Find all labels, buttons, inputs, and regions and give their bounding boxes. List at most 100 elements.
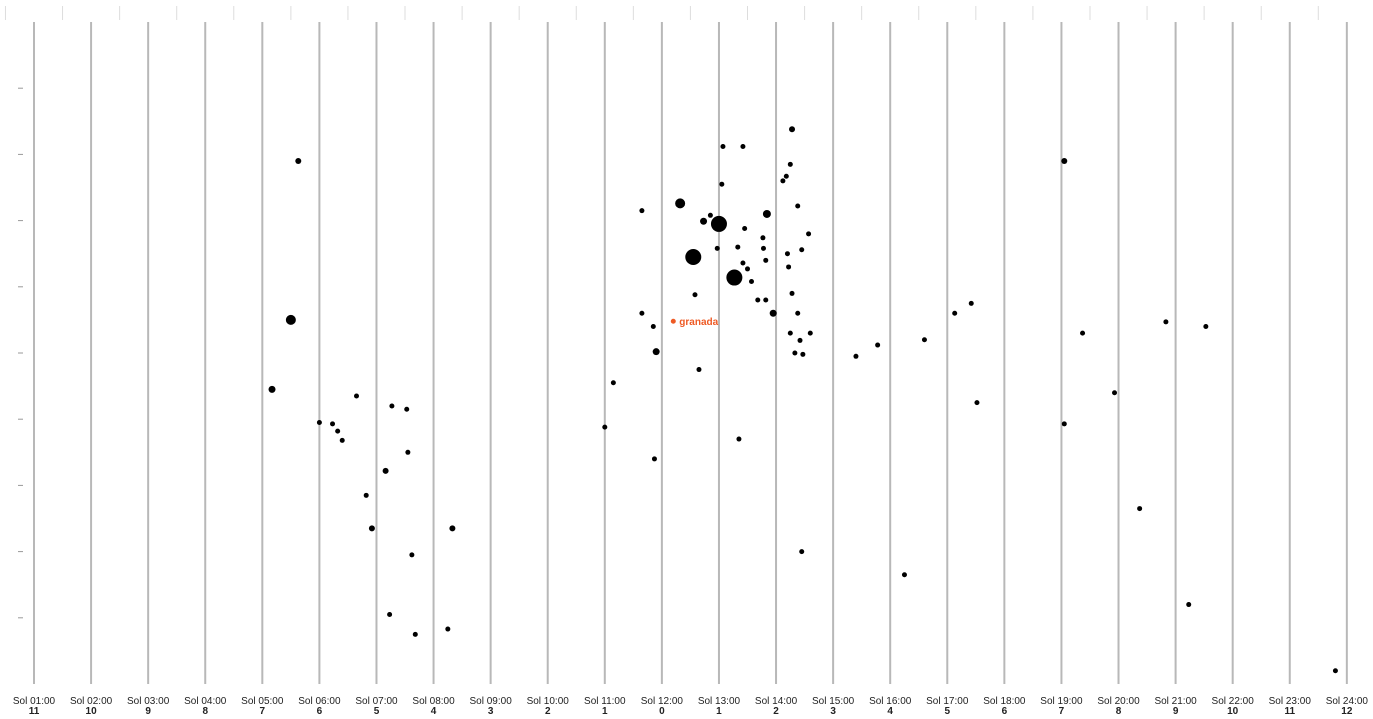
- data-point: [789, 290, 795, 296]
- x-tick-offset: 11: [29, 706, 40, 717]
- data-point: [339, 437, 345, 443]
- x-tick-label: Sol 21:00: [1154, 696, 1197, 707]
- x-tick-label: Sol 18:00: [983, 696, 1026, 707]
- data-point: [740, 143, 746, 149]
- x-tick-offset: 7: [260, 706, 266, 717]
- data-point: [387, 611, 393, 617]
- data-point: [780, 178, 786, 184]
- data-point: [755, 297, 761, 303]
- data-point: [742, 226, 748, 232]
- data-point: [651, 456, 657, 462]
- x-tick-label: Sol 06:00: [298, 696, 341, 707]
- x-tick-label: Sol 19:00: [1040, 696, 1083, 707]
- data-point: [354, 393, 360, 399]
- data-point: [685, 249, 702, 266]
- x-tick-offset: 1: [716, 706, 722, 717]
- data-point: [639, 208, 645, 214]
- x-tick-offset: 11: [1284, 706, 1295, 717]
- data-point: [795, 203, 801, 209]
- data-point: [639, 310, 645, 316]
- data-point: [1061, 421, 1067, 427]
- x-tick-label: Sol 07:00: [355, 696, 398, 707]
- x-tick-label: Sol 16:00: [869, 696, 912, 707]
- x-tick-offset: 2: [773, 706, 779, 717]
- data-point: [710, 215, 727, 232]
- x-tick-offset: 1: [602, 706, 608, 717]
- data-point: [1163, 319, 1169, 325]
- data-points: [268, 126, 1338, 674]
- data-point: [445, 626, 451, 632]
- x-tick-offset: 10: [86, 706, 98, 717]
- data-point: [763, 297, 769, 303]
- x-tick-offset: 2: [545, 706, 551, 717]
- data-point: [368, 525, 375, 532]
- x-tick-label: Sol 24:00: [1326, 696, 1369, 707]
- x-tick-offset: 7: [1059, 706, 1065, 717]
- x-tick-offset: 5: [944, 706, 950, 717]
- data-point: [952, 310, 958, 316]
- x-tick-offset: 10: [1227, 706, 1239, 717]
- data-point: [783, 173, 789, 179]
- data-point: [1332, 668, 1338, 674]
- data-point: [921, 337, 927, 343]
- x-tick-offset: 3: [488, 706, 494, 717]
- data-point: [800, 351, 806, 357]
- data-point: [736, 436, 742, 442]
- x-tick-label: Sol 05:00: [241, 696, 284, 707]
- data-point: [363, 492, 369, 498]
- x-tick-label: Sol 10:00: [527, 696, 570, 707]
- data-point: [449, 525, 456, 532]
- data-point: [696, 367, 702, 373]
- x-tick-offset: 3: [830, 706, 836, 717]
- data-point: [784, 251, 790, 257]
- data-point: [335, 428, 341, 434]
- x-tick-label: Sol 13:00: [698, 696, 741, 707]
- data-point: [795, 310, 801, 316]
- x-tick-label: Sol 17:00: [926, 696, 969, 707]
- data-point: [404, 406, 410, 412]
- x-tick-offset: 4: [887, 706, 893, 717]
- x-tick-offset: 6: [1002, 706, 1008, 717]
- data-point: [714, 245, 720, 251]
- data-point: [797, 337, 803, 343]
- data-point: [295, 158, 302, 165]
- data-point: [700, 217, 708, 225]
- data-point: [760, 245, 766, 251]
- annotation-point: [670, 318, 676, 324]
- x-tick-offset: 8: [202, 706, 208, 717]
- data-point: [853, 353, 859, 359]
- data-point: [719, 181, 725, 187]
- data-point: [412, 631, 418, 637]
- data-point: [807, 330, 813, 336]
- x-tick-label: Sol 15:00: [812, 696, 855, 707]
- data-point: [787, 161, 793, 167]
- x-tick-offset: 6: [317, 706, 323, 717]
- data-point: [1186, 602, 1192, 608]
- data-point: [901, 572, 907, 578]
- data-point: [735, 244, 741, 250]
- data-point: [726, 269, 743, 286]
- data-point: [762, 209, 771, 218]
- data-point: [389, 403, 395, 409]
- x-tick-label: Sol 23:00: [1269, 696, 1312, 707]
- x-tick-label: Sol 04:00: [184, 696, 227, 707]
- annotations: granada: [670, 317, 719, 328]
- data-point: [316, 420, 322, 426]
- data-point: [769, 309, 777, 317]
- data-point: [748, 279, 754, 285]
- data-point: [1203, 324, 1209, 330]
- data-point: [652, 348, 660, 356]
- x-tick-offset: 12: [1341, 706, 1353, 717]
- data-point: [740, 260, 746, 266]
- data-point: [806, 231, 812, 237]
- data-point: [409, 552, 415, 558]
- data-point: [692, 292, 698, 298]
- x-tick-label: Sol 01:00: [13, 696, 56, 707]
- x-tick-label: Sol 12:00: [641, 696, 684, 707]
- x-tick-label: Sol 02:00: [70, 696, 113, 707]
- annotation-label: granada: [679, 317, 718, 328]
- x-tick-offset: 9: [145, 706, 151, 717]
- x-tick-label: Sol 20:00: [1097, 696, 1140, 707]
- x-tick-offset: 8: [1116, 706, 1122, 717]
